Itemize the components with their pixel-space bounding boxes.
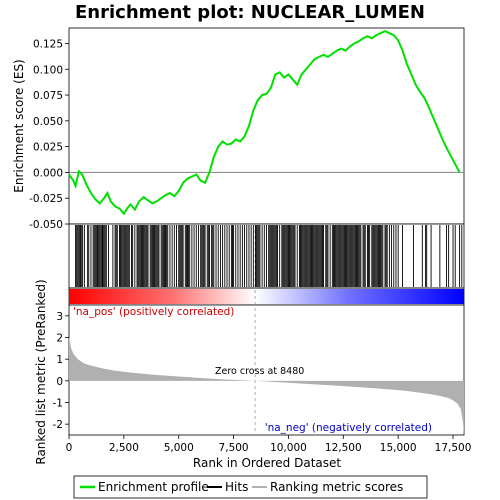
x-tick-label: 10,000: [270, 442, 307, 454]
x-tick-label: 5,000: [164, 442, 194, 454]
es-y-tick-label: 0.100: [33, 64, 63, 76]
es-y-tick-label: -0.050: [29, 219, 63, 231]
es-y-tick-label: 0.000: [33, 167, 63, 179]
x-tick-label: 15,000: [380, 442, 417, 454]
metric-y-tick-label: -2: [53, 419, 63, 431]
es-y-axis: 0.125 0.100 0.075 0.050 0.025 0.000 -0.025 -0.0…: [29, 38, 69, 231]
x-tick-label: 2,500: [109, 442, 139, 454]
metric-y-tick-label: 0: [56, 376, 63, 388]
rank-color-bar: [69, 289, 464, 304]
ranking-metric-area: [69, 224, 464, 435]
metric-y-tick-label: 3: [56, 311, 63, 323]
enrichment-profile-polyline: [68, 29, 461, 216]
es-y-axis-label: Enrichment score (ES): [12, 59, 26, 192]
es-y-tick-label: 0.050: [33, 116, 63, 128]
hit-lines: [75, 225, 463, 287]
x-tick-label: 17,500: [435, 442, 472, 454]
es-y-tick-label: 0.025: [33, 142, 63, 154]
x-axis-label: Rank in Ordered Dataset: [193, 456, 341, 470]
rank-bar-fill: [69, 289, 464, 304]
metric-panel: [68, 304, 465, 436]
legend-label-hits: Hits: [225, 480, 248, 494]
es-y-tick-label: 0.075: [33, 90, 63, 102]
x-tick-label: 7,500: [219, 442, 249, 454]
metric-y-tick-label: 1: [56, 354, 63, 366]
ranking-metric-fill: [69, 337, 464, 435]
legend-label-enrichment-profile: Enrichment profile: [98, 480, 209, 494]
metric-y-tick-label: -1: [53, 398, 63, 410]
x-tick-label: 12,500: [325, 442, 362, 454]
zero-cross-label: Zero cross at 8480: [215, 366, 304, 377]
legend: Enrichment profile Hits Ranking metric s…: [73, 475, 428, 499]
metric-y-axis: 3 2 1 0 -1 -2: [53, 311, 69, 431]
metric-y-axis-label: Ranked list metric (PreRanked): [34, 279, 48, 464]
enrichment-profile-line: [68, 29, 461, 216]
x-tick-label: 0: [66, 442, 73, 454]
chart-title: Enrichment plot: NUCLEAR_LUMEN: [75, 2, 425, 23]
es-panel: [68, 27, 465, 225]
es-y-tick-label: 0.125: [33, 38, 63, 50]
neg-correlated-label: 'na_neg' (negatively correlated): [265, 422, 432, 434]
metric-y-tick-label: 2: [56, 333, 63, 345]
legend-box: [73, 475, 428, 499]
es-y-tick-label: -0.025: [29, 193, 63, 205]
x-axis: 0 2,500 5,000 7,500 10,000 12,500 15,000 17,500: [66, 435, 472, 454]
pos-correlated-label: 'na_pos' (positively correlated): [73, 306, 234, 318]
legend-label-ranking-metric: Ranking metric scores: [270, 480, 403, 494]
